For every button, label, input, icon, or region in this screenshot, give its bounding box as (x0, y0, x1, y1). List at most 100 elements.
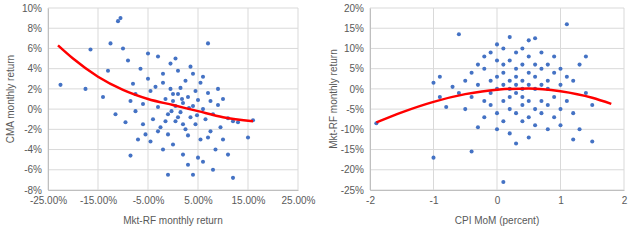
scatter-point (565, 99, 569, 103)
tick-label: 4% (28, 63, 43, 74)
scatter-point (191, 72, 195, 76)
scatter-point (508, 107, 512, 111)
scatter-point (584, 54, 588, 58)
scatter-point (143, 132, 147, 136)
scatter-point (558, 123, 562, 127)
scatter-series (374, 22, 594, 184)
tick-label: 8% (28, 23, 43, 34)
scatter-point (181, 101, 185, 105)
scatter-point (508, 59, 512, 63)
scatter-point (231, 176, 235, 180)
scatter-point (527, 83, 531, 87)
scatter-point (558, 83, 562, 87)
scatter-point (476, 63, 480, 67)
tick-label: -6% (24, 164, 42, 175)
scatter-point (206, 135, 210, 139)
scatter-point (584, 91, 588, 95)
tick-label: -15.00% (80, 195, 117, 206)
tick: -4% (24, 144, 48, 155)
tick-label: -4% (24, 144, 42, 155)
scatter-point (520, 103, 524, 107)
scatter-point (431, 81, 435, 85)
scatter-point (457, 32, 461, 36)
tick: -15.00% (80, 190, 117, 206)
scatter-point (191, 104, 195, 108)
tick: 0% (350, 84, 370, 95)
scatter-point (482, 54, 486, 58)
scatter-point (180, 97, 184, 101)
scatter-point (508, 79, 512, 83)
scatter-point (527, 71, 531, 75)
x-axis-title: CPI MoM (percent) (455, 215, 539, 226)
scatter-point (101, 95, 105, 99)
scatter-point (552, 54, 556, 58)
scatter-point (482, 67, 486, 71)
scatter-point (181, 122, 185, 126)
tick: 8% (28, 23, 48, 34)
scatter-point (156, 54, 160, 58)
grid-line-x (98, 8, 99, 190)
tick: -1 (430, 190, 439, 206)
scatter-point (208, 99, 212, 103)
scatter-point (514, 141, 518, 145)
tick-label: 0 (495, 195, 501, 206)
scatter-point (501, 63, 505, 67)
grid-line-x (48, 8, 49, 190)
tick: 1 (558, 190, 564, 206)
scatter-point (176, 69, 180, 73)
scatter-point (178, 86, 182, 90)
tick-label: 15% (344, 23, 364, 34)
scatter-point (221, 137, 225, 141)
scatter-point (169, 109, 173, 113)
y-axis-title: CMA monthly return (5, 55, 16, 143)
tick: -2 (366, 190, 375, 206)
scatter-point (186, 163, 190, 167)
scatter-point (533, 75, 537, 79)
scatter-point (520, 95, 524, 99)
scatter-point (482, 99, 486, 103)
scatter-point (161, 81, 165, 85)
grid-line-x (624, 8, 625, 190)
scatter-point (126, 59, 130, 63)
scatter-point (166, 112, 170, 116)
scatter-point (173, 57, 177, 61)
tick: 15% (344, 23, 370, 34)
x-axis-title: Mkt-RF monthly return (123, 215, 222, 226)
grid (48, 8, 298, 190)
scatter-point (221, 97, 225, 101)
scatter-point (188, 65, 192, 69)
scatter-point (558, 107, 562, 111)
scatter-point (203, 117, 207, 121)
scatter-point (508, 95, 512, 99)
tick-label: -20% (341, 164, 364, 175)
scatter-point (546, 127, 550, 131)
scatter-point (138, 67, 142, 71)
scatter-point (476, 83, 480, 87)
y-axis: -8%-6%-4%-2%0%2%4%6%8%10% (22, 3, 49, 196)
scatter-point (211, 168, 215, 172)
tick: -10% (341, 124, 370, 135)
scatter-point (206, 91, 210, 95)
scatter-point (489, 50, 493, 54)
scatter-point (495, 75, 499, 79)
tick: 0% (28, 104, 48, 115)
scatter-series (58, 16, 255, 180)
scatter-point (161, 148, 165, 152)
scatter-point (514, 91, 518, 95)
tick: 0 (495, 190, 501, 206)
scatter-point (193, 122, 197, 126)
scatter-point (193, 89, 197, 93)
scatter-point (514, 50, 518, 54)
tick-label: -15% (341, 144, 364, 155)
scatter-point (108, 41, 112, 45)
grid-line-y (48, 8, 298, 9)
axis-line (48, 9, 49, 191)
scatter-point (501, 180, 505, 184)
scatter-point (514, 111, 518, 115)
grid-line-x (433, 8, 434, 190)
scatter-point (83, 87, 87, 91)
scatter-point (148, 89, 152, 93)
tick-label: -25.00% (30, 195, 67, 206)
grid-line-y (48, 190, 298, 191)
tick: 10% (344, 43, 370, 54)
